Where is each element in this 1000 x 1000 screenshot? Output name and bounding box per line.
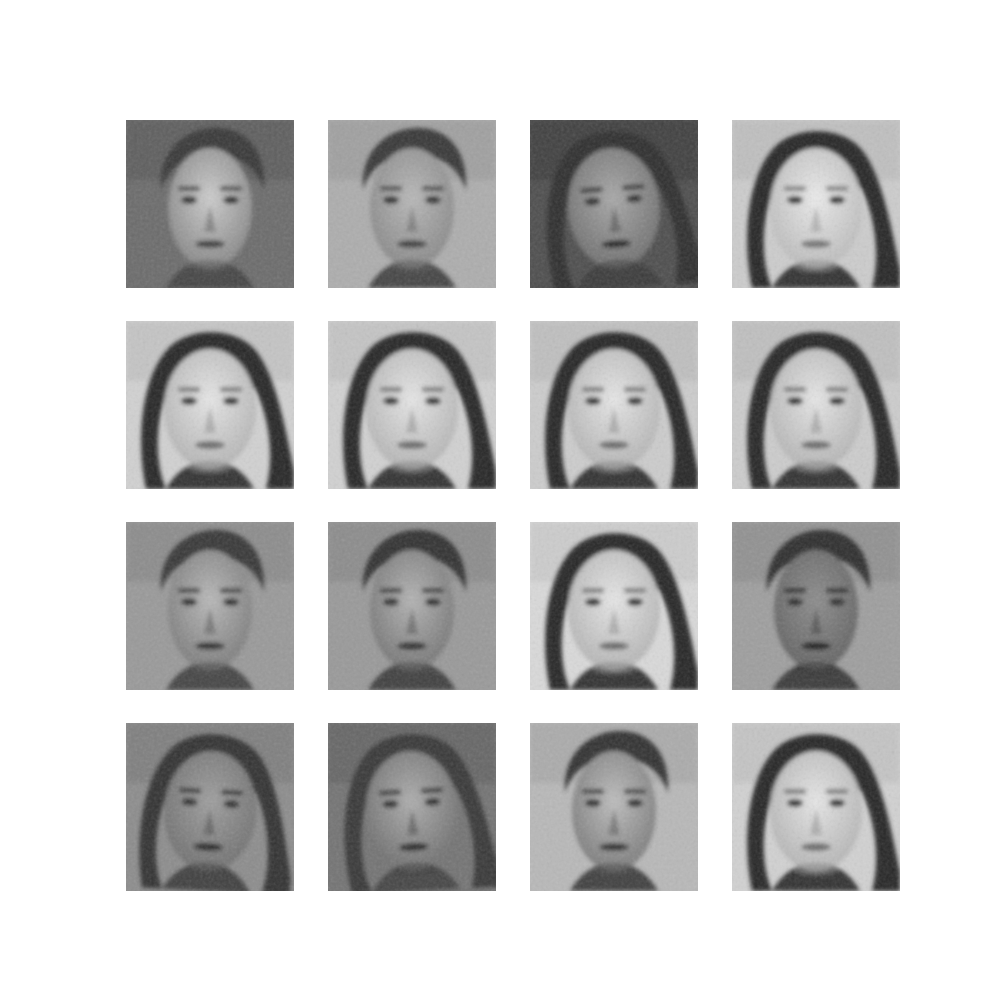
sample-image [328,522,496,690]
sample-image [732,723,900,891]
sample-image [126,522,294,690]
sample-image [732,321,900,489]
sample-image [530,120,698,288]
sample-image [126,120,294,288]
sample-image [126,723,294,891]
sample-image [328,321,496,489]
sample-image [732,120,900,288]
sample-image [530,723,698,891]
sample-image [328,120,496,288]
sample-image [328,723,496,891]
sample-image [530,522,698,690]
sample-image [530,321,698,489]
sample-image [126,321,294,489]
sample-image [732,522,900,690]
